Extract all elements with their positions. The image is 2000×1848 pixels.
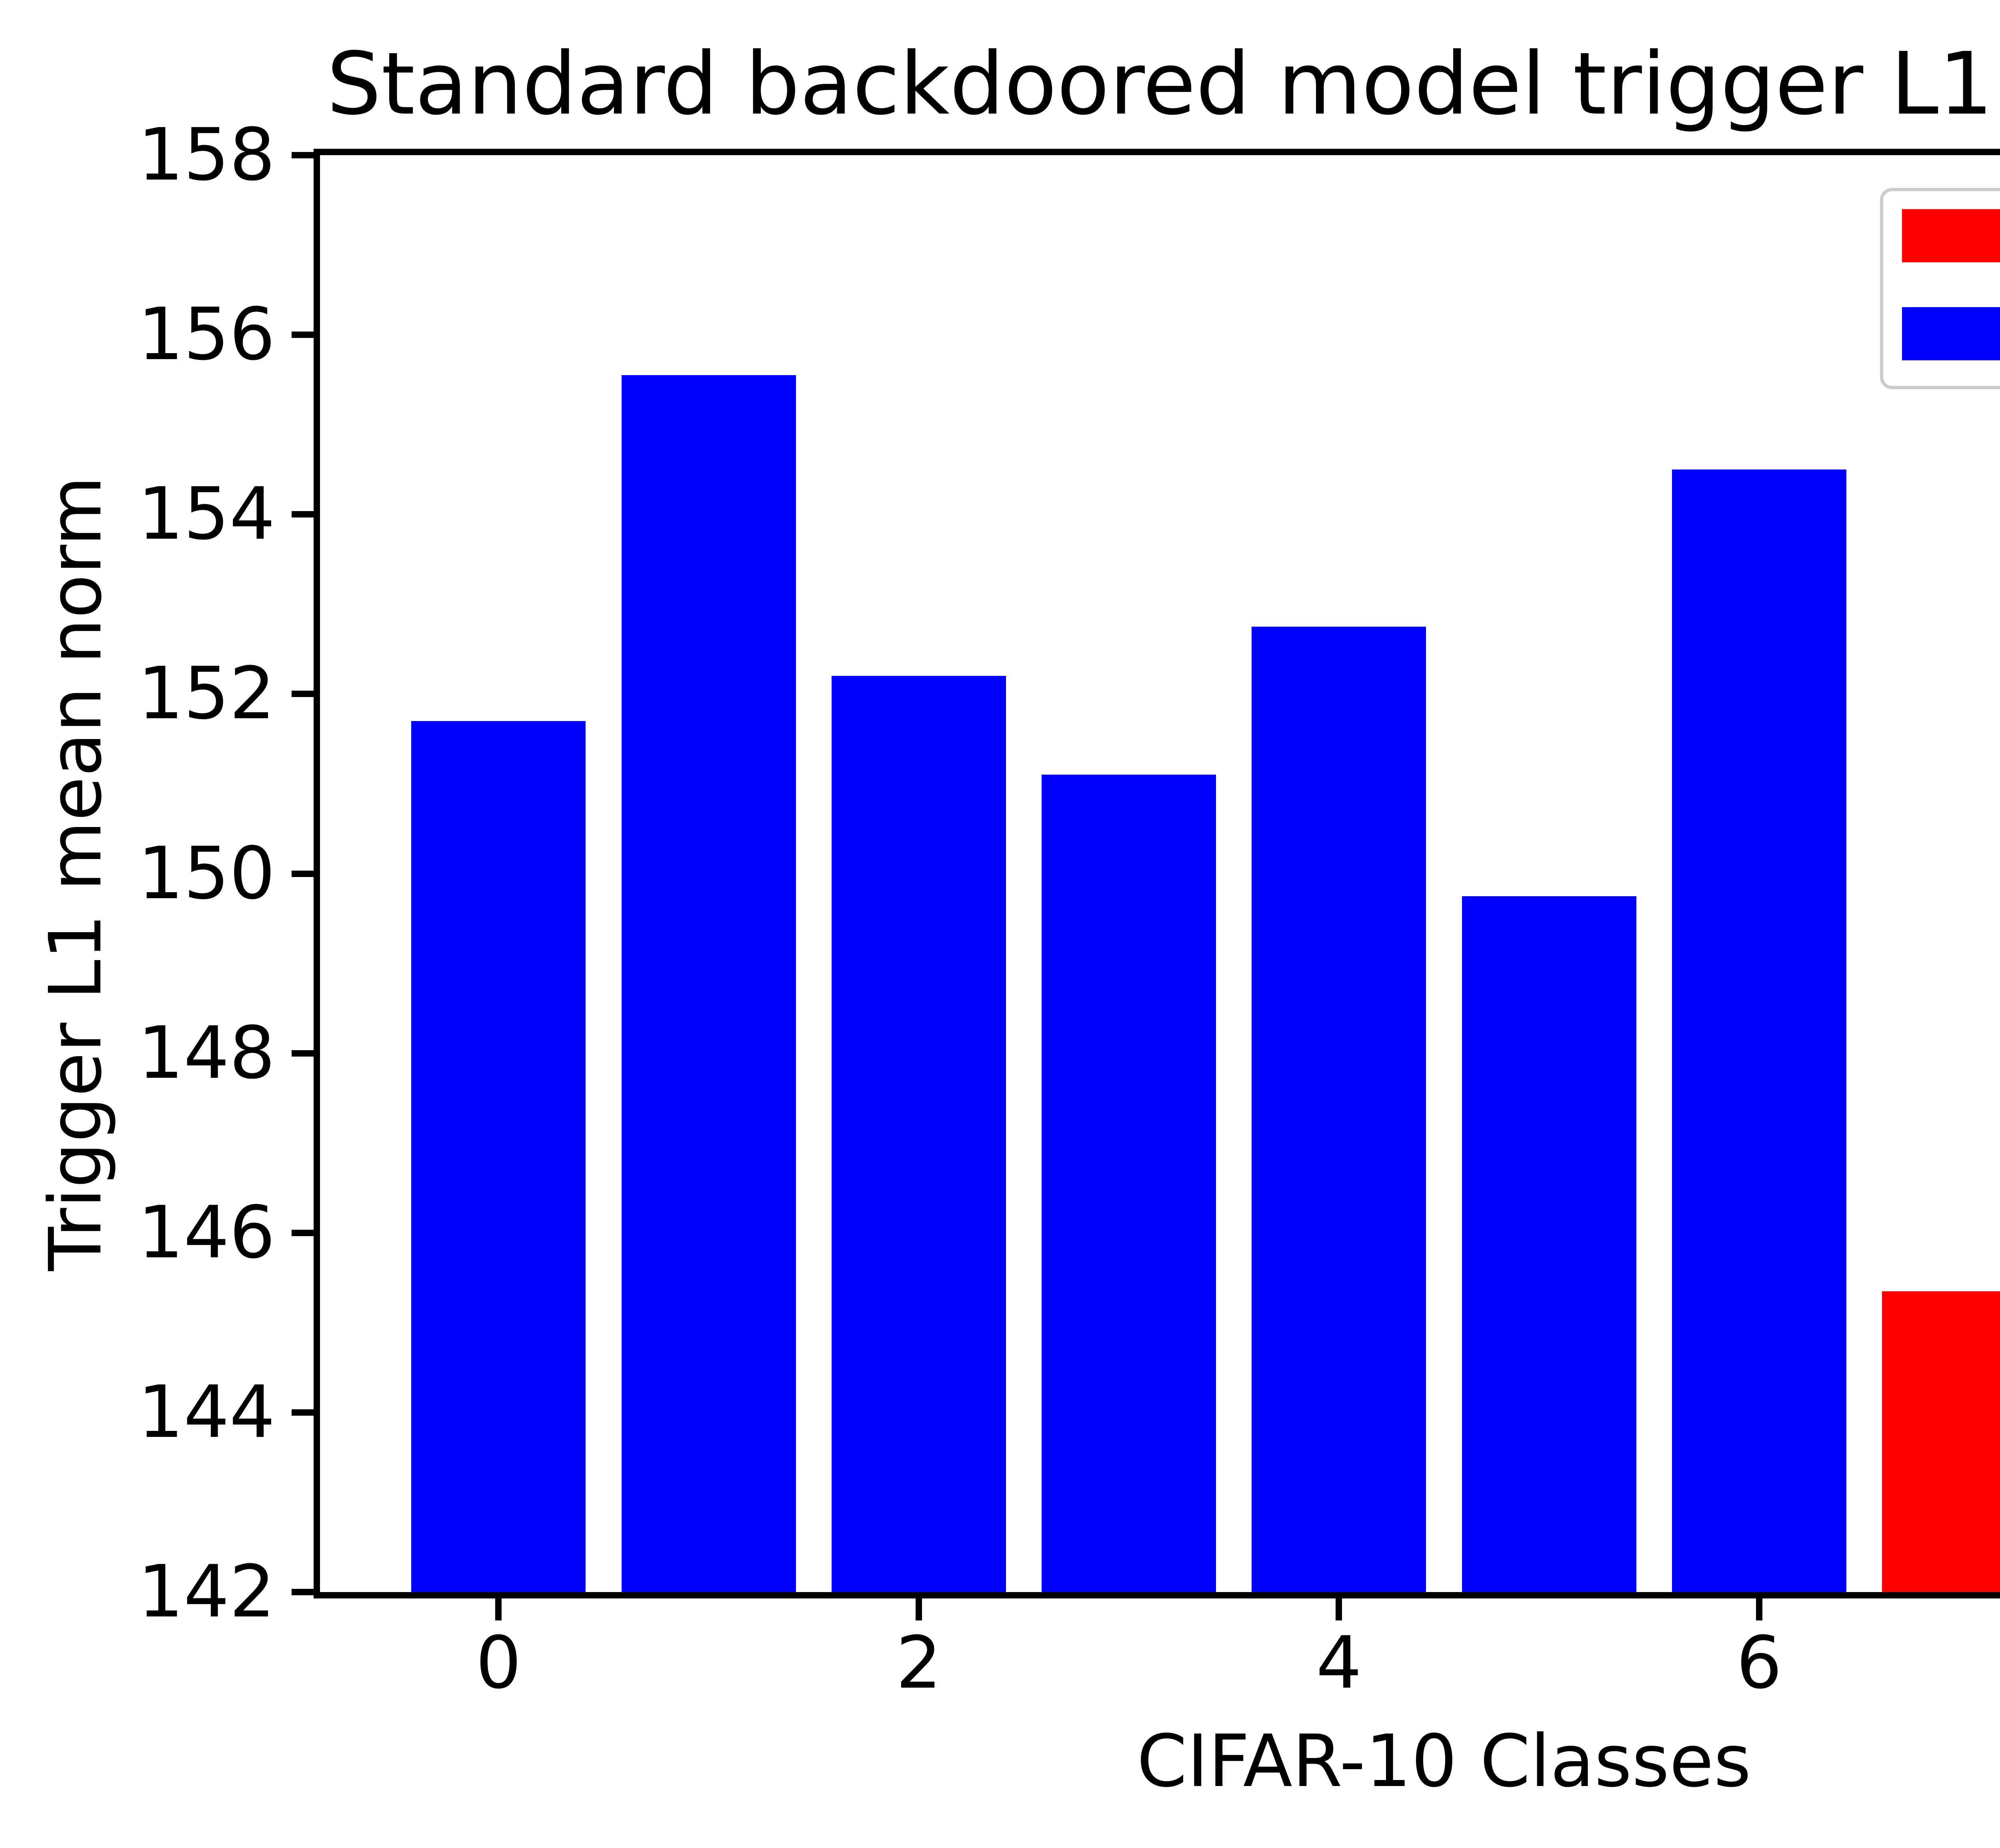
y-tick-142 [292, 1589, 314, 1595]
y-tick-label-144: 144 [138, 1370, 275, 1454]
bar-class-4-clean [1252, 626, 1426, 1592]
legend-entry-clean: clean [1902, 307, 2000, 360]
bar-class-5-clean [1462, 896, 1636, 1592]
y-tick-146 [292, 1229, 314, 1236]
y-tick-150 [292, 870, 314, 877]
x-tick-label-2: 2 [896, 1621, 942, 1705]
y-tick-label-152: 152 [138, 652, 275, 736]
x-axis-label: CIFAR-10 Classes [1137, 1720, 1751, 1803]
legend-swatch-backdoored-icon [1902, 209, 2000, 262]
bar-class-3-clean [1042, 775, 1216, 1592]
y-tick-label-156: 156 [138, 293, 275, 377]
y-tick-label-158: 158 [138, 113, 275, 197]
y-tick-152 [292, 691, 314, 697]
x-tick-4 [1336, 1598, 1342, 1620]
legend-entry-backdoored: backdoored [1902, 209, 2000, 262]
x-tick-label-6: 6 [1736, 1621, 1782, 1705]
chart-title: Standard backdoored model trigger L1 mea… [326, 34, 2000, 134]
bar-class-2-clean [831, 676, 1006, 1592]
y-tick-label-154: 154 [138, 472, 275, 556]
x-tick-label-4: 4 [1316, 1621, 1362, 1705]
bar-class-1-clean [621, 375, 796, 1592]
y-tick-label-150: 150 [138, 831, 275, 915]
y-tick-label-142: 142 [138, 1550, 275, 1634]
y-tick-154 [292, 511, 314, 518]
x-tick-label-0: 0 [476, 1621, 522, 1705]
y-tick-148 [292, 1050, 314, 1057]
legend: backdoored clean [1880, 188, 2000, 389]
y-tick-156 [292, 332, 314, 338]
x-tick-2 [915, 1598, 922, 1620]
y-axis-label: Trigger L1 mean norm [34, 475, 118, 1271]
plot-area: backdoored clean 142 144 146 148 150 152 154 15… [138, 119, 2000, 1699]
y-tick-label-148: 148 [138, 1011, 275, 1095]
x-tick-0 [495, 1598, 502, 1620]
y-tick-144 [292, 1409, 314, 1416]
legend-swatch-clean-icon [1902, 307, 2000, 360]
bar-class-7-backdoored [1882, 1291, 2000, 1592]
bar-class-6-clean [1672, 469, 1846, 1592]
bar-class-0-clean [411, 721, 586, 1592]
y-tick-label-146: 146 [138, 1191, 275, 1275]
y-tick-158 [292, 152, 314, 158]
x-tick-6 [1756, 1598, 1762, 1620]
